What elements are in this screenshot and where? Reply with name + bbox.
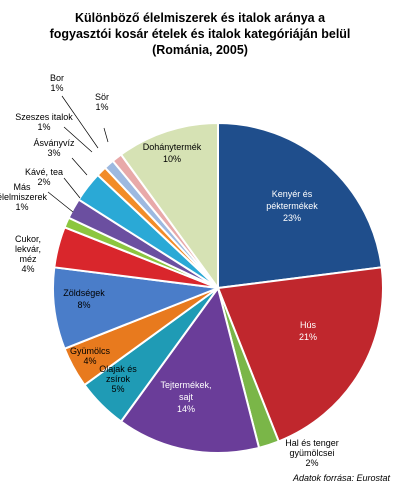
slice-label-12: Szeszes italok 1%	[15, 112, 73, 132]
leader-line-10	[63, 177, 81, 199]
slice-label-9: Más élelmiszerek 1%	[0, 182, 48, 212]
slice-label-4: Tejtermékek, sajt 14%	[160, 380, 211, 414]
slice-label-10: Kávé, tea 2%	[25, 167, 63, 187]
source-note: Adatok forrása: Eurostat	[292, 473, 390, 483]
leader-line-9	[47, 191, 74, 213]
pie-slice-2	[216, 266, 385, 443]
slice-label-15: Dohánytermék 10%	[143, 142, 202, 164]
slice-label-11: Ásványvíz 3%	[33, 138, 75, 158]
slice-label-13: Bor 1%	[50, 73, 64, 93]
leader-line-12	[63, 126, 93, 153]
leader-line-11	[71, 157, 88, 176]
chart-title: Különböző élelmiszerek és italok aránya …	[0, 10, 400, 58]
leader-line-13	[61, 95, 99, 149]
slice-label-3: Hal és tenger gyümölcsei 2%	[285, 438, 339, 468]
chart-title-line-2: fogyasztói kosár ételek és italok kategó…	[49, 27, 351, 41]
slice-label-7: Zöldségek 8%	[63, 288, 105, 310]
slice-label-5: Olajak és zsírok 5%	[99, 364, 137, 394]
chart-title-line-3: (Románia, 2005)	[152, 43, 248, 57]
chart-title-line-1: Különböző élelmiszerek és italok aránya …	[74, 11, 326, 25]
pie-slice-4	[119, 285, 261, 455]
pie-slice-1	[217, 121, 383, 290]
pie-slice-15	[119, 121, 219, 292]
leader-line-14	[103, 127, 109, 143]
slice-label-6: Gyümölcs 4%	[70, 346, 111, 366]
slice-label-2: Hús 21%	[299, 320, 317, 342]
slice-label-1: Kenyér és péktermékek 23%	[266, 189, 318, 223]
slice-label-14: Sör 1%	[95, 92, 109, 112]
slice-label-8: Cukor, lekvár, méz 4%	[15, 234, 41, 274]
